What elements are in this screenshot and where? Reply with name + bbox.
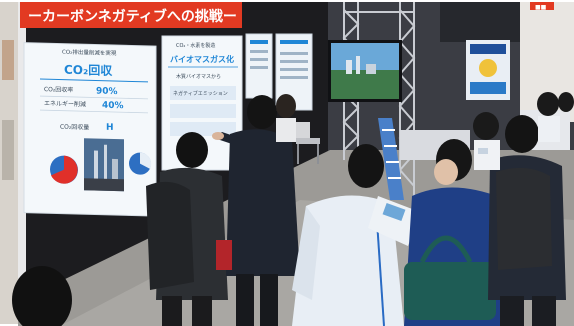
person-background-center xyxy=(276,94,296,142)
poster1-line1-value: 90% xyxy=(96,87,118,98)
poster2-heading: バイオマスガス化 xyxy=(170,54,234,64)
display-monitor xyxy=(328,40,402,102)
person-blue-jacket xyxy=(404,139,506,326)
small-sign-text: ■■ xyxy=(535,4,547,11)
poster1-heading: CO₂回収 xyxy=(64,63,113,78)
poster1-heading-small: CO₂排出量削減を実現 xyxy=(62,48,117,57)
poster1-line3-value: H xyxy=(106,123,114,133)
tote-bag xyxy=(404,262,496,320)
poster1-line2-value: 40% xyxy=(102,101,124,112)
person-backpack-left xyxy=(146,132,228,326)
poster1-line3-label: CO₂回収量 xyxy=(60,124,89,132)
striped-standee xyxy=(378,118,404,200)
poster2-note2: ネガティブエミッション xyxy=(173,90,228,97)
red-bag xyxy=(216,240,232,270)
poster1-plant-photo xyxy=(84,138,124,192)
poster-small-1 xyxy=(245,33,273,99)
small-sign: ■■ xyxy=(530,2,554,11)
person-exhibitor xyxy=(473,112,500,170)
person-background-right xyxy=(537,92,574,142)
poster2-heading-small: CO₂・水素を製造 xyxy=(176,42,215,49)
person-dark-coat xyxy=(212,95,300,326)
brochure xyxy=(368,196,420,246)
poster1-pie-right xyxy=(129,152,152,175)
poster2-note1: 木質バイオマスから xyxy=(176,73,221,80)
chair xyxy=(294,122,320,164)
poster1-pie-left xyxy=(50,155,78,184)
poster1-line1-label: CO₂回収率 xyxy=(44,85,73,94)
poster-co2-capture: CO₂排出量削減を実現 CO₂回収 CO₂回収率 90% エネルギー削減 40%… xyxy=(23,42,157,217)
person-backpack-right xyxy=(488,115,566,326)
banner-text: ーカーボンネガティブへの挑戦ー xyxy=(28,8,237,25)
rollup-banner xyxy=(466,40,510,100)
person-foreground-left xyxy=(12,266,72,326)
booth-banner: ーカーボンネガティブへの挑戦ー xyxy=(20,2,242,28)
poster1-line2-label: エネルギー削減 xyxy=(44,99,86,108)
